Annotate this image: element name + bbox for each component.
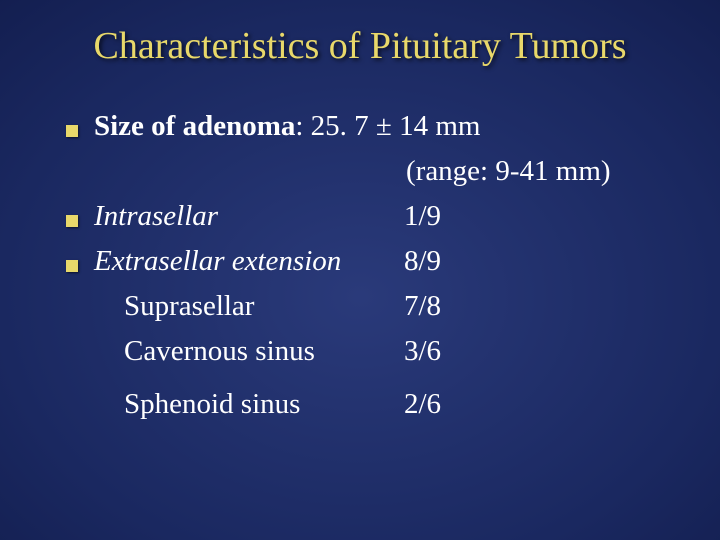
intrasellar-value: 1/9 [404, 194, 441, 239]
size-row: Size of adenoma : 25. 7 ± 14 mm [66, 104, 680, 149]
suprasellar-label: Suprasellar [94, 284, 404, 329]
suprasellar-row: Suprasellar 7/8 [66, 284, 680, 329]
sphenoid-row: Sphenoid sinus 2/6 [66, 382, 680, 427]
bullet-icon [66, 215, 78, 227]
extrasellar-row: Extrasellar extension 8/9 [66, 239, 680, 284]
bullet-icon [66, 260, 78, 272]
sphenoid-label: Sphenoid sinus [94, 382, 404, 427]
sphenoid-value: 2/6 [404, 382, 441, 427]
size-label: Size of adenoma [94, 104, 295, 149]
size-value: : 25. 7 ± 14 mm [295, 104, 480, 149]
suprasellar-value: 7/8 [404, 284, 441, 329]
intrasellar-row: Intrasellar 1/9 [66, 194, 680, 239]
bullet-icon [66, 125, 78, 137]
intrasellar-label: Intrasellar [94, 194, 404, 239]
extrasellar-value: 8/9 [404, 239, 441, 284]
cavernous-row: Cavernous sinus 3/6 [66, 329, 680, 374]
extrasellar-label: Extrasellar extension [94, 239, 404, 284]
slide-body: Size of adenoma : 25. 7 ± 14 mm (range: … [40, 104, 680, 427]
slide-container: Characteristics of Pituitary Tumors Size… [0, 0, 720, 540]
slide-title: Characteristics of Pituitary Tumors [40, 24, 680, 68]
cavernous-value: 3/6 [404, 329, 441, 374]
cavernous-label: Cavernous sinus [94, 329, 404, 374]
range-row: (range: 9-41 mm) [66, 149, 680, 194]
range-text: (range: 9-41 mm) [406, 149, 611, 194]
